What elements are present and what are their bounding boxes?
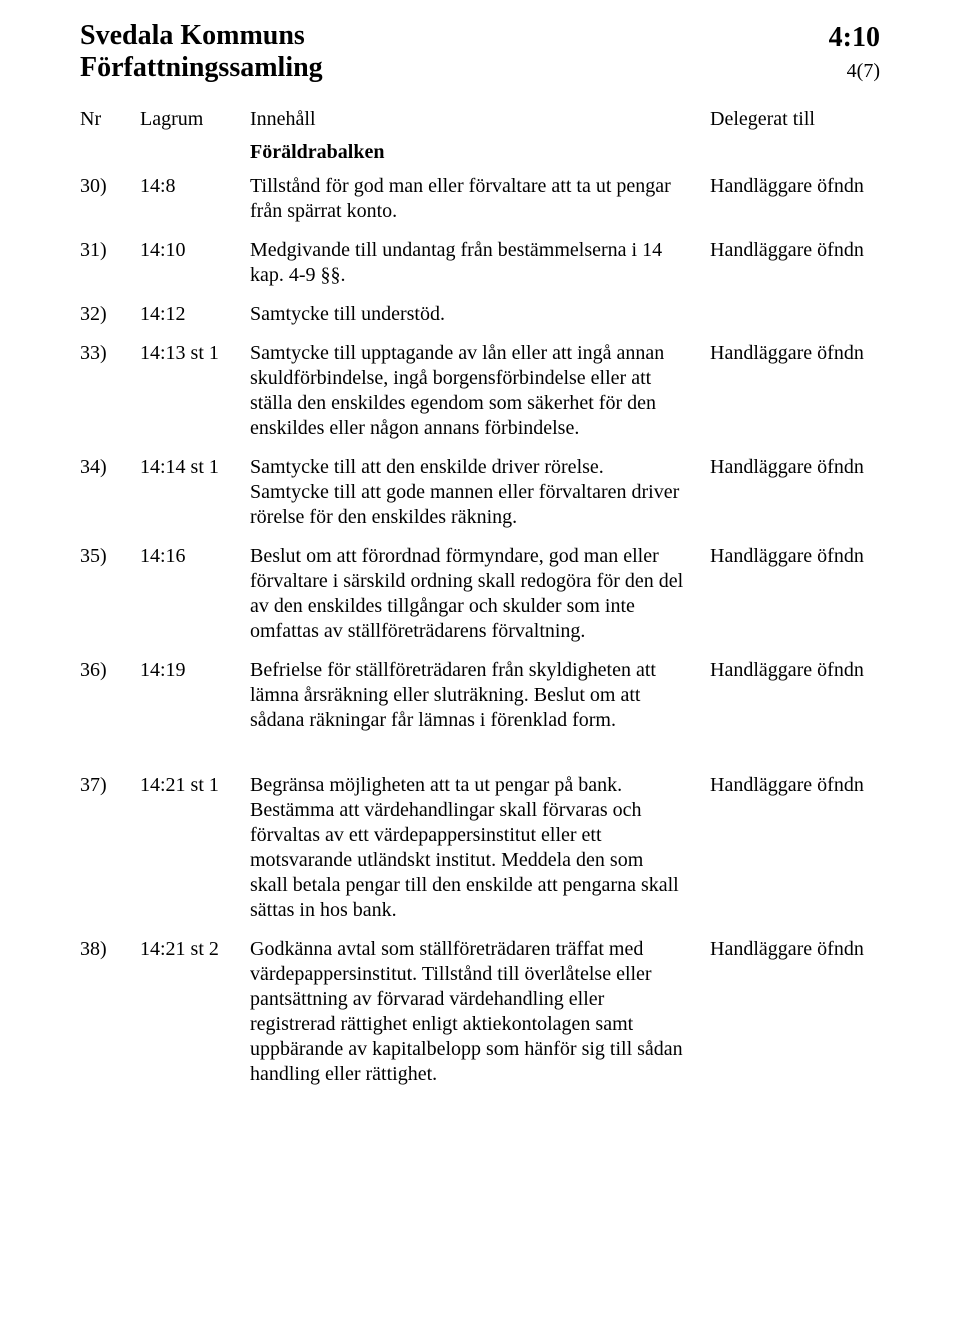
cell-nr: 35)	[80, 544, 140, 569]
cell-innehall: Begränsa möjligheten att ta ut pengar på…	[250, 773, 710, 923]
header-code: 4:10	[829, 20, 880, 56]
cell-delegerat: Handläggare öfndn	[710, 658, 880, 683]
header-title-line1: Svedala Kommuns	[80, 20, 323, 52]
header-title-line2: Författningssamling	[80, 52, 323, 84]
cell-lagrum: 14:14 st 1	[140, 455, 250, 480]
cell-innehall: Samtycke till att den enskilde driver rö…	[250, 455, 710, 530]
header-pagecount: 4(7)	[829, 58, 880, 84]
cell-delegerat: Handläggare öfndn	[710, 455, 880, 480]
col-header-delegerat: Delegerat till	[710, 108, 880, 131]
column-headers: Nr Lagrum Innehåll Delegerat till	[80, 108, 880, 131]
cell-innehall: Beslut om att förordnad förmyndare, god …	[250, 544, 710, 644]
table-row: 31)14:10Medgivande till undantag från be…	[80, 238, 880, 288]
cell-nr: 30)	[80, 174, 140, 199]
page-header: Svedala Kommuns Författningssamling 4:10…	[80, 20, 880, 84]
table-row: 38)14:21 st 2Godkänna avtal som ställför…	[80, 937, 880, 1087]
cell-delegerat: Handläggare öfndn	[710, 544, 880, 569]
cell-lagrum: 14:21 st 1	[140, 773, 250, 798]
cell-innehall: Befrielse för ställföreträdaren från sky…	[250, 658, 710, 733]
cell-nr: 32)	[80, 302, 140, 327]
section-gap	[80, 747, 880, 773]
col-header-lagrum: Lagrum	[140, 108, 250, 131]
cell-nr: 34)	[80, 455, 140, 480]
cell-innehall: Godkänna avtal som ställföreträdaren trä…	[250, 937, 710, 1087]
cell-lagrum: 14:10	[140, 238, 250, 263]
col-header-nr: Nr	[80, 108, 140, 131]
cell-innehall: Tillstånd för god man eller förvaltare a…	[250, 174, 710, 224]
cell-delegerat: Handläggare öfndn	[710, 238, 880, 263]
table-row: 37)14:21 st 1Begränsa möjligheten att ta…	[80, 773, 880, 923]
rows-block-1: 30)14:8Tillstånd för god man eller förva…	[80, 174, 880, 733]
rows-block-2: 37)14:21 st 1Begränsa möjligheten att ta…	[80, 773, 880, 1087]
page: Svedala Kommuns Författningssamling 4:10…	[0, 0, 960, 1321]
table-row: 30)14:8Tillstånd för god man eller förva…	[80, 174, 880, 224]
table-row: 36)14:19Befrielse för ställföreträdaren …	[80, 658, 880, 733]
table-row: 32)14:12Samtycke till understöd.	[80, 302, 880, 327]
cell-lagrum: 14:8	[140, 174, 250, 199]
cell-innehall: Samtycke till upptagande av lån eller at…	[250, 341, 710, 441]
cell-nr: 36)	[80, 658, 140, 683]
cell-lagrum: 14:12	[140, 302, 250, 327]
cell-innehall: Medgivande till undantag från bestämmels…	[250, 238, 710, 288]
cell-delegerat: Handläggare öfndn	[710, 341, 880, 366]
cell-lagrum: 14:21 st 2	[140, 937, 250, 962]
header-title: Svedala Kommuns Författningssamling	[80, 20, 323, 84]
cell-lagrum: 14:13 st 1	[140, 341, 250, 366]
cell-delegerat: Handläggare öfndn	[710, 174, 880, 199]
cell-delegerat: Handläggare öfndn	[710, 937, 880, 962]
table-row: 33)14:13 st 1Samtycke till upptagande av…	[80, 341, 880, 441]
cell-lagrum: 14:16	[140, 544, 250, 569]
header-right: 4:10 4(7)	[829, 20, 880, 84]
cell-innehall: Samtycke till understöd.	[250, 302, 710, 327]
col-header-innehall: Innehåll	[250, 108, 710, 131]
table-row: 34)14:14 st 1Samtycke till att den enski…	[80, 455, 880, 530]
cell-nr: 37)	[80, 773, 140, 798]
cell-delegerat: Handläggare öfndn	[710, 773, 880, 798]
cell-nr: 38)	[80, 937, 140, 962]
cell-nr: 33)	[80, 341, 140, 366]
table-row: 35)14:16Beslut om att förordnad förmynda…	[80, 544, 880, 644]
section-subheading: Föräldrabalken	[250, 141, 880, 164]
cell-lagrum: 14:19	[140, 658, 250, 683]
cell-nr: 31)	[80, 238, 140, 263]
